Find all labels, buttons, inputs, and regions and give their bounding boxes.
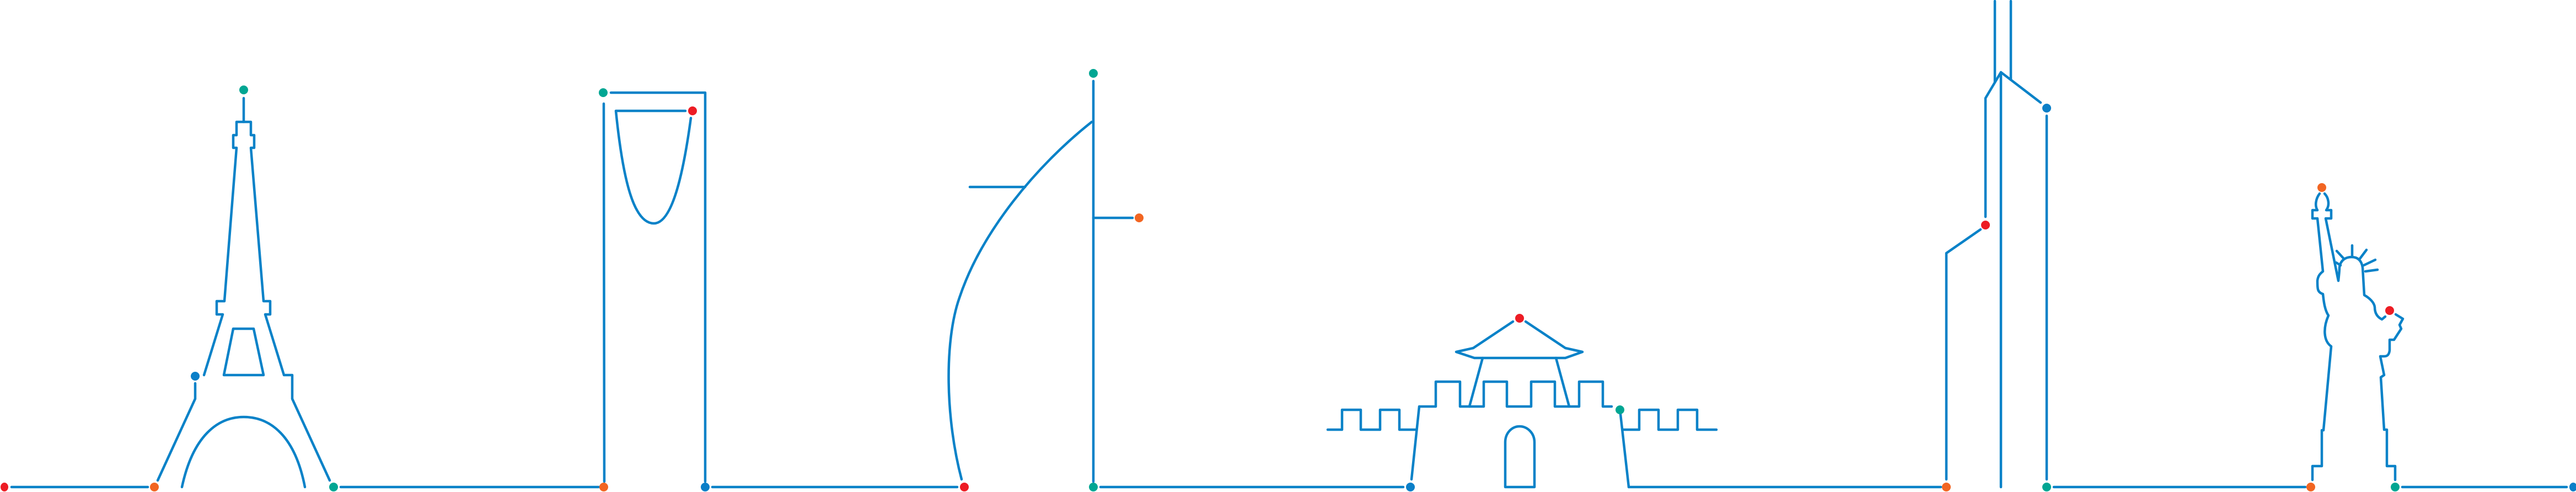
- eiffel-tower: [156, 97, 331, 489]
- dot-teal: [329, 483, 338, 491]
- dot-teal: [1089, 69, 1098, 78]
- dot-red: [1515, 314, 1524, 323]
- skyline-lines: [10, 0, 2568, 489]
- dot-red: [1981, 221, 1990, 229]
- dot-red: [2385, 306, 2394, 315]
- dot-blue: [2569, 483, 2576, 491]
- dot-teal: [1616, 405, 1624, 414]
- dot-red: [688, 106, 697, 115]
- dot-orange: [1135, 213, 1144, 222]
- dot-orange: [2306, 483, 2315, 491]
- dot-red: [1, 483, 8, 491]
- dot-teal: [1089, 483, 1098, 491]
- dot-blue: [191, 372, 200, 381]
- dot-blue: [701, 483, 710, 491]
- dot-red: [960, 483, 969, 491]
- sail-tower: [947, 79, 1134, 483]
- dot-orange: [1942, 483, 1951, 491]
- dot-orange: [599, 483, 608, 491]
- dot-teal: [2042, 483, 2051, 491]
- dot-teal: [2391, 483, 2400, 491]
- dot-blue: [2042, 104, 2051, 113]
- kingdom-centre: [602, 91, 707, 483]
- city-gate: [1326, 320, 1718, 489]
- dot-teal: [599, 88, 608, 97]
- dot-orange: [150, 483, 159, 491]
- dot-teal: [239, 85, 248, 94]
- station-dots: [1, 69, 2576, 491]
- willis-tower: [1945, 0, 2048, 489]
- dot-blue: [1406, 483, 1415, 491]
- dot-orange: [2317, 183, 2326, 192]
- statue-of-liberty: [2311, 192, 2405, 482]
